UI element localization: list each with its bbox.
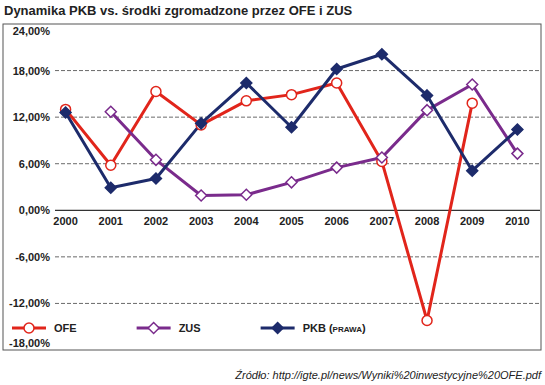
point — [196, 118, 207, 129]
point — [150, 154, 161, 165]
x-tick-label: 2004 — [234, 215, 259, 227]
point — [376, 152, 387, 163]
point — [467, 165, 478, 176]
y-tick-label: 0,00% — [19, 204, 50, 216]
point — [150, 173, 161, 184]
y-tick-label: 6,00% — [19, 158, 50, 170]
x-tick-label: 2008 — [415, 215, 439, 227]
series-line — [66, 83, 473, 321]
point — [422, 316, 432, 326]
point — [60, 107, 71, 118]
point — [331, 162, 342, 173]
y-tick-label: 24,00% — [13, 25, 51, 37]
point — [286, 122, 297, 133]
x-tick-label: 2005 — [279, 215, 303, 227]
plot-frame — [3, 24, 541, 350]
grid-line — [55, 303, 540, 304]
series-line — [66, 54, 518, 188]
grid-line — [55, 70, 540, 71]
y-tick-label: 18,00% — [13, 65, 51, 77]
point — [467, 98, 477, 108]
title: Dynamika PKB vs. środki zgromadzone prze… — [4, 3, 353, 18]
x-tick-label: 2006 — [324, 215, 348, 227]
point — [422, 105, 433, 116]
point — [332, 78, 342, 88]
source: Źródło: http://igte.pl/news/Wyniki%20inw… — [234, 369, 542, 381]
point — [241, 96, 251, 106]
point — [512, 148, 523, 159]
point — [331, 64, 342, 75]
x-tick-label: 2003 — [189, 215, 213, 227]
point — [241, 189, 252, 200]
legend-marker — [24, 323, 34, 333]
series-line — [111, 85, 518, 196]
point — [376, 49, 387, 60]
legend-label: OFE — [54, 322, 77, 334]
point — [467, 79, 478, 90]
series-group — [60, 49, 523, 326]
point — [241, 77, 252, 88]
y-tick-label: -6,00% — [15, 251, 50, 263]
x-tick-label: 2001 — [99, 215, 123, 227]
legend: OFE ZUS PKB (prawa) — [12, 322, 366, 334]
point — [105, 182, 116, 193]
x-tick-label: 2009 — [460, 215, 484, 227]
x-tick-label: 2010 — [505, 215, 529, 227]
chart: Dynamika PKB vs. środki zgromadzone prze… — [0, 0, 545, 385]
y-tick-label: 12,00% — [13, 111, 51, 123]
legend-label: ZUS — [179, 322, 201, 334]
point — [106, 160, 116, 170]
point — [286, 177, 297, 188]
legend-marker — [148, 323, 159, 334]
point — [422, 90, 433, 101]
point — [512, 124, 523, 135]
point — [196, 190, 207, 201]
x-tick-label: 2000 — [53, 215, 77, 227]
grid-line — [55, 256, 540, 257]
y-tick-label: -18,00% — [9, 337, 50, 349]
zero-line — [55, 210, 540, 211]
point — [287, 90, 297, 100]
legend-marker — [272, 323, 283, 334]
point — [151, 87, 161, 97]
point — [105, 106, 116, 117]
legend-label: PKB (prawa) — [303, 322, 366, 334]
x-tick-label: 2002 — [144, 215, 168, 227]
y-tick-label: -12,00% — [9, 297, 50, 309]
x-tick-label: 2007 — [370, 215, 394, 227]
